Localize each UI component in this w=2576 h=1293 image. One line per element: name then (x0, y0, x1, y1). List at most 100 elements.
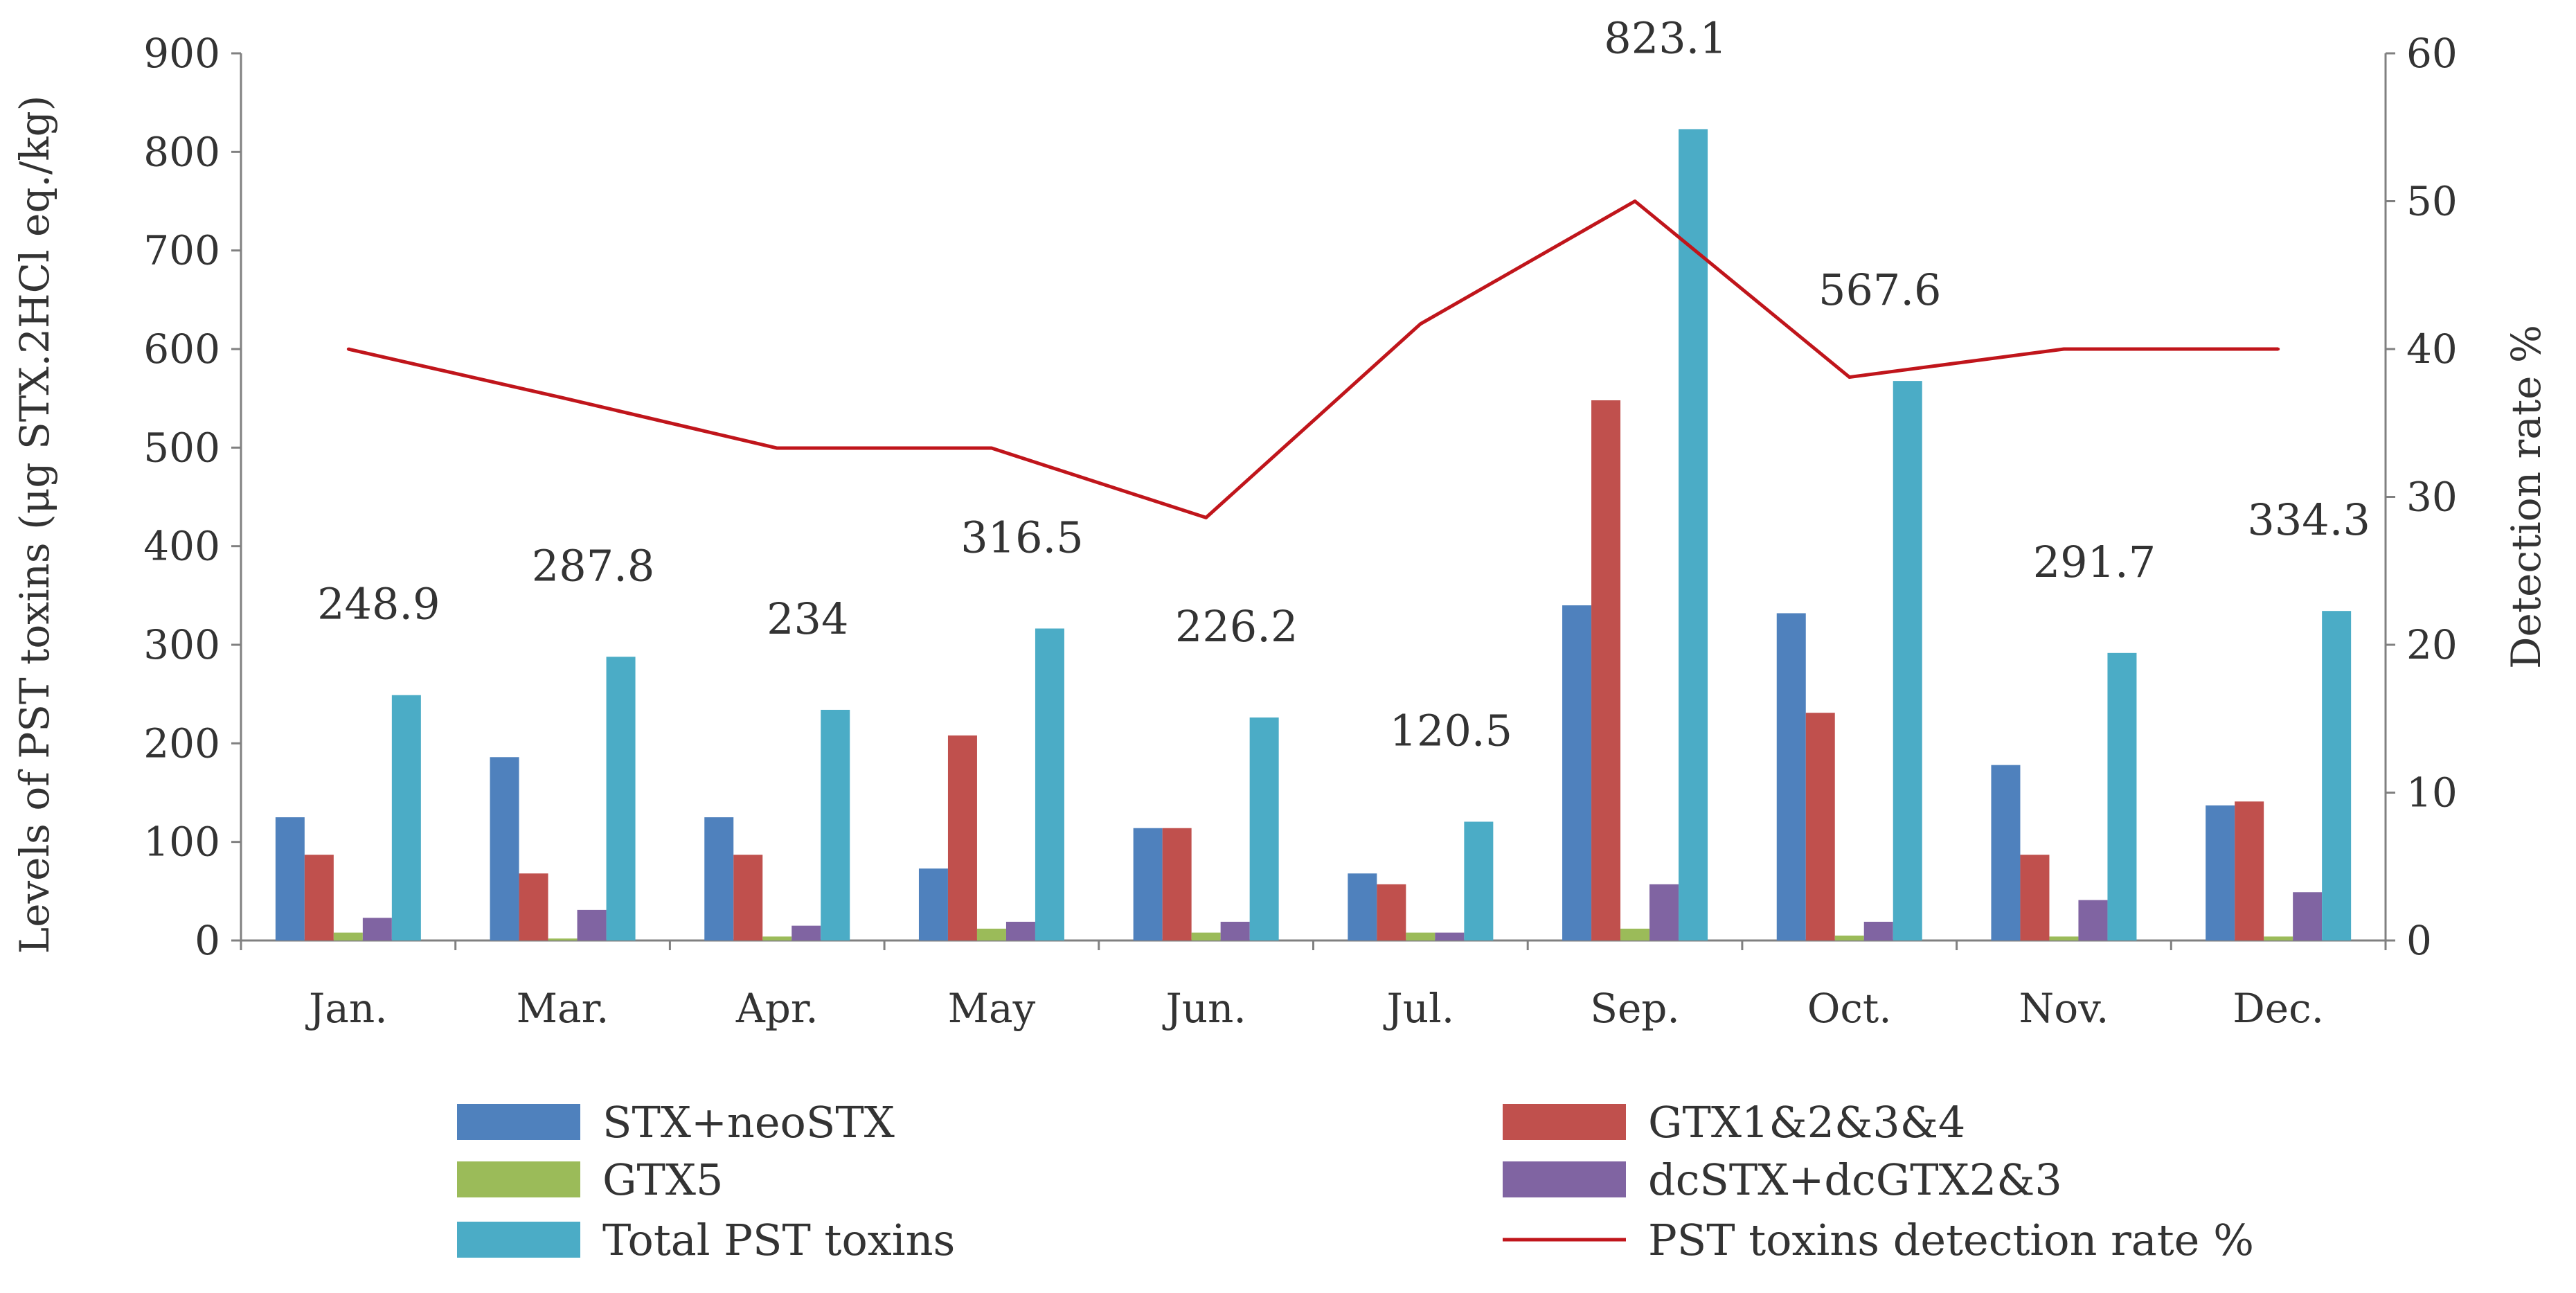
left-tick-label: 100 (143, 819, 220, 866)
left-tick-label: 900 (143, 30, 220, 77)
right-tick-label: 30 (2406, 474, 2458, 521)
left-tick-label: 500 (143, 424, 220, 471)
bar-5-8 (1893, 381, 1922, 940)
bar-5-7 (1679, 129, 1708, 940)
bar-5-6 (1464, 821, 1494, 940)
x-tick-label: Mar. (517, 985, 609, 1032)
bar-3-8 (1834, 935, 1864, 940)
y-axis-title: Levels of PST toxins (μg STX.2HCl eq./kg… (11, 96, 58, 954)
left-tick-label: 700 (143, 227, 220, 274)
detection-rate-point-5 (1204, 516, 1208, 519)
left-tick-label: 600 (143, 326, 220, 373)
bar-4-4 (1005, 921, 1035, 940)
right-tick-label: 0 (2406, 917, 2432, 964)
data-label: 248.9 (317, 579, 440, 630)
right-tick-label: 40 (2406, 326, 2458, 373)
bar-1-8 (1776, 613, 1806, 940)
data-label: 234 (767, 594, 848, 644)
bar-3-5 (1191, 932, 1221, 940)
x-tick-label: May (948, 985, 1036, 1032)
bar-4-6 (1435, 932, 1465, 940)
bar-2-4 (947, 735, 977, 940)
data-label: 291.7 (2033, 537, 2156, 587)
legend-swatch-5 (457, 1222, 580, 1258)
bar-4-1 (362, 918, 392, 940)
x-tick-label: Nov. (2019, 985, 2109, 1032)
x-tick-label: Apr. (735, 985, 819, 1032)
bar-1-10 (2206, 805, 2235, 940)
line-layer (346, 199, 2280, 519)
right-tick-label: 50 (2406, 178, 2458, 225)
bar-5-2 (606, 657, 636, 940)
detection-rate-point-6 (1419, 322, 1422, 326)
detection-rate-point-10 (2277, 348, 2280, 350)
data-label: 316.5 (960, 512, 1084, 563)
bar-5-3 (821, 709, 850, 940)
bar-3-7 (1620, 928, 1650, 940)
data-label: 823.1 (1604, 12, 1727, 63)
bars-layer (275, 129, 2352, 940)
bar-2-9 (2020, 855, 2050, 940)
data-label: 120.5 (1390, 705, 1513, 756)
bar-4-2 (577, 909, 607, 940)
bar-5-9 (2107, 652, 2137, 940)
bar-3-1 (333, 932, 363, 940)
bar-5-10 (2322, 611, 2352, 940)
detection-rate-point-9 (2062, 348, 2066, 350)
bar-1-1 (275, 817, 305, 940)
bar-3-6 (1406, 932, 1435, 940)
data-label: 226.2 (1175, 601, 1298, 652)
bar-5-5 (1249, 717, 1279, 940)
right-tick-label: 20 (2406, 621, 2458, 668)
bar-4-5 (1220, 921, 1250, 940)
bar-2-6 (1377, 884, 1406, 940)
x-tick-label: Dec. (2233, 985, 2324, 1032)
bar-3-3 (762, 936, 792, 940)
bar-4-9 (2078, 900, 2108, 940)
detection-rate-point-4 (990, 447, 993, 450)
y2-axis-title: Detection rate % (2503, 325, 2550, 669)
x-tick-label: Oct. (1807, 985, 1892, 1032)
bar-1-4 (918, 868, 948, 940)
legend-label-3: GTX5 (602, 1154, 723, 1205)
data-label: 567.6 (1818, 265, 1942, 315)
bar-4-10 (2293, 892, 2323, 940)
legend-label-6: PST toxins detection rate % (1648, 1215, 2254, 1265)
bar-5-4 (1035, 628, 1064, 940)
legend-label-1: STX+neoSTX (602, 1097, 895, 1148)
legend-swatch-1 (457, 1104, 580, 1140)
right-tick-label: 60 (2406, 30, 2458, 77)
bar-1-5 (1133, 828, 1163, 940)
detection-rate-point-7 (1634, 199, 1637, 203)
legend-label-5: Total PST toxins (602, 1215, 955, 1265)
bar-1-9 (1991, 765, 2021, 940)
left-tick-label: 400 (143, 523, 220, 570)
left-tick-label: 800 (143, 128, 220, 175)
left-tick-label: 0 (195, 917, 220, 964)
bar-2-2 (519, 873, 548, 940)
bar-2-3 (733, 855, 763, 940)
detection-rate-point-1 (346, 348, 350, 350)
axes-layer: 0 100 200 300 400 500 600 700 800 900 0 10 20 30 40 50 6… (11, 30, 2550, 1032)
bar-2-8 (1805, 713, 1835, 940)
bar-1-6 (1348, 873, 1377, 940)
legend-label-2: GTX1&2&3&4 (1648, 1097, 1965, 1148)
left-tick-label: 300 (143, 621, 220, 668)
legend-layer: STX+neoSTX GTX1&2&3&4 GTX5 dcSTX+dcGTX2&3 To… (457, 1097, 2254, 1265)
bar-3-4 (976, 928, 1006, 940)
labels-layer: 248.9 287.8 234 316.5 226.2 120.5 823.1 567.6 29… (317, 12, 2370, 756)
legend-swatch-3 (457, 1161, 580, 1197)
bar-1-3 (704, 817, 734, 940)
legend-swatch-2 (1503, 1104, 1626, 1140)
detection-rate-point-3 (776, 447, 779, 450)
detection-rate-line (348, 199, 2279, 519)
x-tick-label: Sep. (1590, 985, 1680, 1032)
detection-rate-point-2 (561, 396, 564, 400)
x-tick-label: Jul. (1384, 985, 1455, 1032)
bar-1-7 (1562, 605, 1592, 940)
x-tick-label: Jun. (1162, 985, 1246, 1032)
bar-4-7 (1649, 884, 1679, 940)
bar-2-1 (304, 855, 334, 940)
